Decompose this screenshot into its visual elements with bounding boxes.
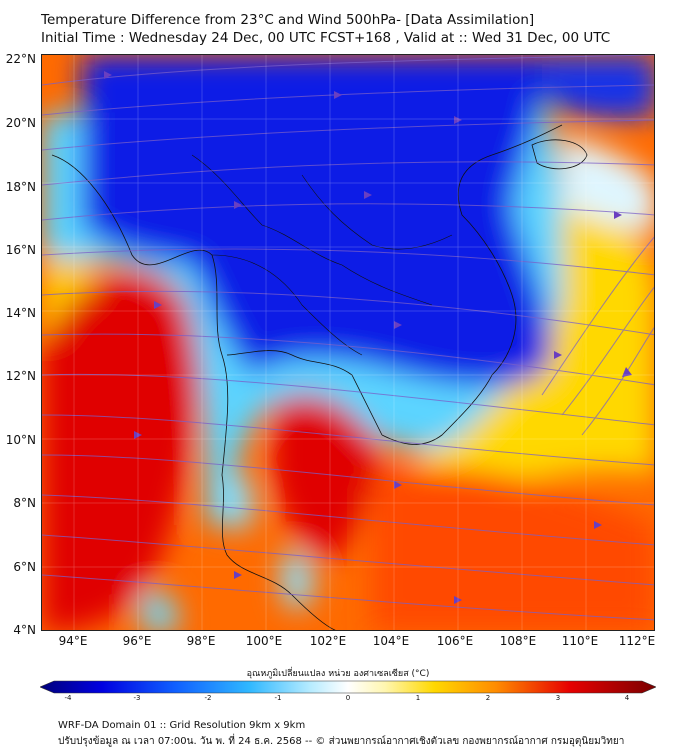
lon-label: 94°E [58, 634, 88, 648]
field-blue-northeast [542, 55, 654, 119]
colorbar-tick: 3 [555, 694, 561, 702]
field-orange-southeast [372, 468, 654, 630]
coastlines [51, 124, 588, 630]
lat-label: 12°N [5, 369, 36, 383]
temperature-wind-map [41, 54, 655, 631]
lon-label: 104°E [372, 634, 410, 648]
lon-label: 106°E [436, 634, 474, 648]
colorbar-tick: -1 [274, 694, 282, 702]
wind-streamlines [42, 55, 654, 621]
lat-label: 16°N [5, 243, 36, 257]
field-white-east [562, 135, 654, 235]
lat-label: 8°N [13, 496, 36, 510]
lat-label: 4°N [13, 623, 36, 637]
lon-label: 100°E [245, 634, 283, 648]
lon-label: 98°E [186, 634, 216, 648]
footer-model-info: WRF-DA Domain 01 :: Grid Resolution 9km … [58, 720, 306, 731]
colorbar-tick: 4 [624, 694, 630, 702]
lat-label: 14°N [5, 306, 36, 320]
colorbar-title: อุณหภูมิเปลี่ยนแปลง หน่วย องศาเซลเซียส (… [246, 669, 430, 679]
border-2 [211, 254, 363, 356]
field-lightblue-south-1 [222, 472, 253, 530]
coast-hainan [531, 139, 588, 170]
field-red-west [42, 272, 201, 630]
colorbar-gradient [39, 680, 657, 694]
lat-label: 6°N [13, 560, 36, 574]
border-1 [191, 154, 433, 306]
graticule [42, 55, 654, 630]
colorbar-tick: 1 [415, 694, 421, 702]
lon-label: 96°E [122, 634, 152, 648]
footer-credit: ปรับปรุงข้อมูล ณ เวลา 07:00น. วัน พ. ที่… [58, 736, 625, 747]
lat-label: 20°N [5, 116, 36, 130]
coast-indochina [381, 124, 563, 445]
coast-mainland [51, 154, 336, 630]
wind-arrowheads [104, 71, 632, 604]
colorbar-tick: -2 [204, 694, 212, 702]
lon-label: 112°E [618, 634, 656, 648]
colorbar-tick: -3 [133, 694, 141, 702]
lon-label: 108°E [499, 634, 537, 648]
lon-label: 102°E [309, 634, 347, 648]
map-subtitle-valid-time: Initial Time : Wednesday 24 Dec, 00 UTC … [41, 30, 611, 46]
lon-label: 110°E [561, 634, 599, 648]
lat-label: 10°N [5, 433, 36, 447]
map-title: Temperature Difference from 23°C and Win… [41, 12, 535, 28]
colorbar-tick: 2 [485, 694, 491, 702]
field-lightblue-south-3 [142, 591, 178, 630]
colorbar-tick: 0 [345, 694, 351, 702]
field-red-south [272, 370, 379, 560]
coast-gulf-north [226, 350, 383, 436]
lat-label: 22°N [5, 52, 36, 66]
lat-label: 18°N [5, 180, 36, 194]
colorbar-tick: -4 [64, 694, 72, 702]
border-3 [301, 174, 453, 250]
